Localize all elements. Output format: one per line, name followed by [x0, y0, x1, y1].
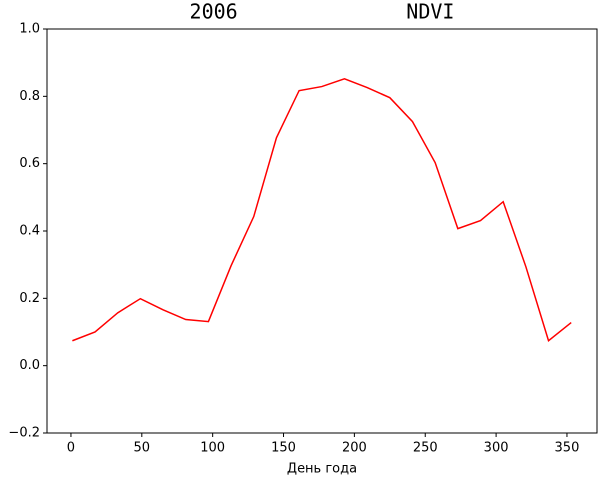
y-tick-label: 1.0 — [19, 22, 40, 37]
x-tick-label: 150 — [271, 441, 296, 456]
y-tick-label: 0.8 — [19, 89, 40, 104]
x-tick-label: 250 — [413, 441, 438, 456]
y-tick-label: −0.2 — [8, 426, 40, 441]
x-tick-label: 50 — [134, 441, 151, 456]
x-axis-label: День года — [287, 462, 357, 477]
y-tick-label: 0.6 — [19, 156, 40, 171]
x-tick-label: 100 — [200, 441, 225, 456]
x-tick-label: 200 — [342, 441, 367, 456]
y-tick-label: 0.0 — [19, 358, 40, 373]
x-tick-label: 300 — [484, 441, 509, 456]
data-line — [72, 78, 572, 343]
plot-frame — [46, 28, 598, 434]
y-tick-label: 0.2 — [19, 291, 40, 306]
x-tick-label: 350 — [555, 441, 580, 456]
y-tick-label: 0.4 — [19, 224, 40, 239]
x-tick-label: 0 — [67, 441, 75, 456]
chart-title: 2006 NDVI — [190, 0, 455, 24]
